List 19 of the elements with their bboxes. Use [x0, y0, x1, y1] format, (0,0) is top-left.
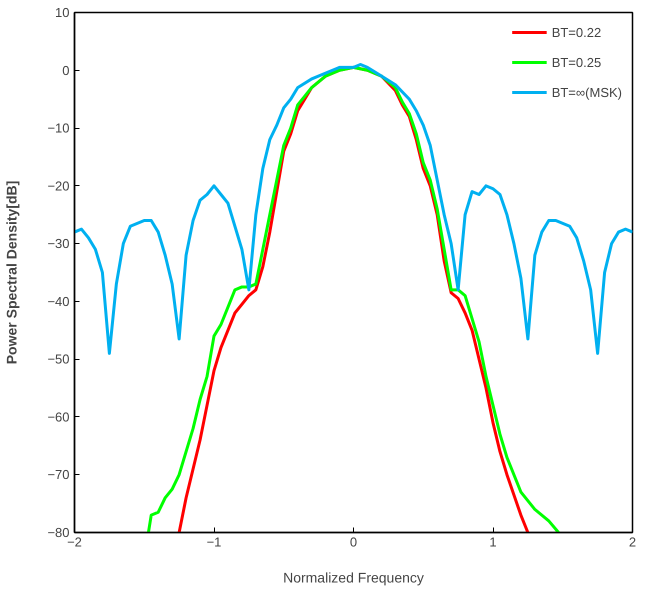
- legend-label: BT=0.22: [552, 24, 602, 40]
- legend-label: BT=0.25: [552, 54, 602, 70]
- x-tick-label: 1: [489, 534, 497, 550]
- y-tick-label: −70: [47, 467, 70, 482]
- y-tick-label: 10: [55, 5, 70, 20]
- y-tick-label: 0: [62, 62, 70, 78]
- y-axis-title: Power Spectral Density[dB]: [3, 180, 20, 364]
- legend-label: BT=∞(MSK): [552, 84, 622, 100]
- x-tick-label: 2: [628, 534, 636, 550]
- y-tick-label: −50: [47, 352, 70, 367]
- x-axis-title: Normalized Frequency: [283, 570, 424, 586]
- y-tick-label: −10: [47, 120, 70, 136]
- y-tick-label: −20: [47, 178, 70, 194]
- y-tick-label: −40: [47, 294, 70, 309]
- y-tick-label: −30: [47, 236, 70, 252]
- x-tick-label: 0: [350, 534, 358, 550]
- y-tick-label: −80: [47, 525, 70, 540]
- x-tick-label: −1: [206, 534, 222, 550]
- y-tick-label: −60: [47, 409, 70, 424]
